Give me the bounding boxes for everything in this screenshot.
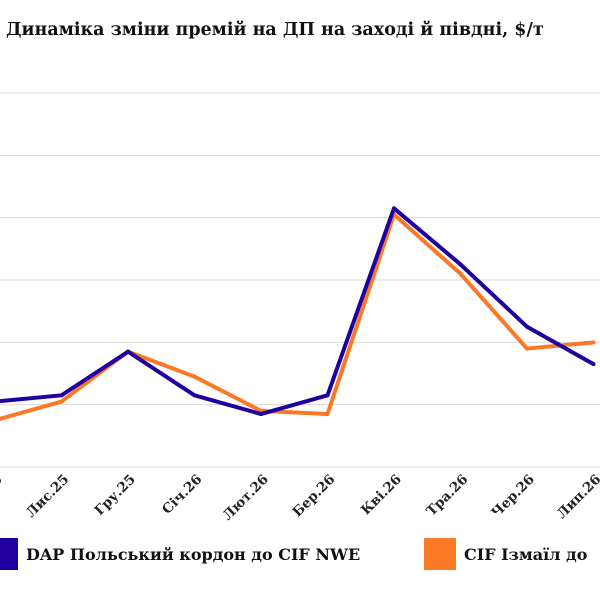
legend-label-2: CIF Ізмаїл до bbox=[464, 544, 588, 564]
x-tick-label: Січ.26 bbox=[159, 472, 205, 518]
x-tick-label: Тра.26 bbox=[423, 472, 471, 520]
x-tick-label: Кві.26 bbox=[358, 472, 405, 519]
legend-label-1: DAP Польський кордон до CIF NWE bbox=[26, 544, 361, 564]
data-point-s2-8 bbox=[525, 346, 529, 351]
series-line-2 bbox=[0, 212, 594, 421]
chart-title: Динаміка зміни премій на ДП на заході й … bbox=[6, 20, 544, 40]
x-axis-tick-labels: Жов.25 Лис.25 Гру.25 Січ.26 Лют.26 Бер.26 Кві.… bbox=[0, 472, 600, 525]
data-point-s1-1 bbox=[59, 393, 64, 398]
data-point-s2-1 bbox=[59, 399, 64, 404]
data-point-s1-6 bbox=[392, 206, 396, 211]
data-point-s1-4 bbox=[259, 412, 263, 417]
x-tick-label: Чер.26 bbox=[488, 472, 537, 521]
data-point-s1-3 bbox=[192, 393, 197, 398]
data-point-s1-7 bbox=[458, 262, 463, 267]
data-point-s1-9 bbox=[591, 362, 596, 367]
x-tick-label: Жов.25 bbox=[0, 472, 6, 525]
data-point-s2-5 bbox=[325, 412, 330, 417]
legend-swatch-1 bbox=[0, 538, 18, 570]
x-tick-label: Гру.25 bbox=[92, 472, 139, 519]
data-point-s1-2 bbox=[126, 349, 130, 354]
x-tick-label: Лис.25 bbox=[23, 472, 72, 521]
legend-item-2: CIF Ізмаїл до bbox=[424, 536, 587, 572]
series-line-1 bbox=[0, 206, 595, 417]
data-point-s1-5 bbox=[325, 393, 330, 398]
x-tick-label: Лип.26 bbox=[554, 472, 600, 522]
data-point-s1-8 bbox=[525, 324, 529, 329]
legend-item-1: DAP Польський кордон до CIF NWE bbox=[0, 536, 360, 572]
series-lines bbox=[0, 206, 596, 421]
data-point-s2-3 bbox=[192, 374, 197, 379]
legend-swatch-2 bbox=[424, 538, 456, 570]
data-point-s2-9 bbox=[591, 340, 596, 345]
x-tick-label: Лют.26 bbox=[220, 472, 272, 524]
x-tick-label: Бер.26 bbox=[289, 472, 338, 521]
data-point-s2-7 bbox=[458, 271, 463, 276]
